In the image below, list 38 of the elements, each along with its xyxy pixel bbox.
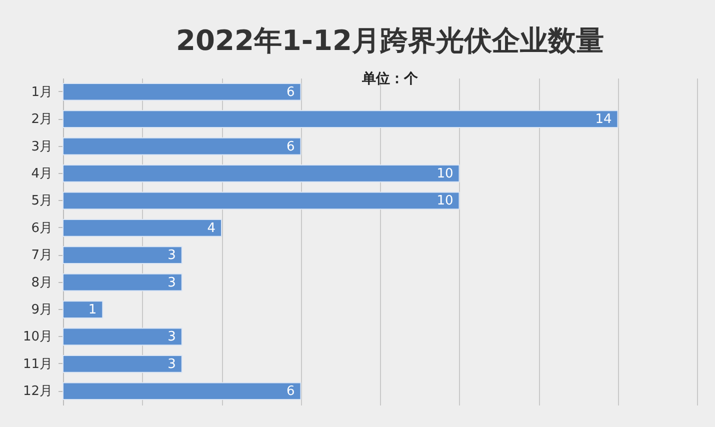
data-label: 3	[168, 248, 176, 264]
data-label: 6	[286, 384, 295, 400]
chart-title: 2022年1-12月跨界光伏企业数量	[176, 24, 604, 57]
bar	[62, 328, 182, 346]
data-label: 10	[436, 166, 454, 182]
bar	[62, 110, 618, 128]
bar	[62, 273, 182, 292]
data-label: 10	[436, 194, 454, 209]
bar	[62, 137, 302, 156]
chart-subtitle: 单位：个	[361, 71, 419, 87]
y-tick-label: 10月	[22, 330, 52, 345]
bar	[62, 354, 182, 373]
y-tick-label: 5月	[31, 194, 52, 209]
y-tick-label: 3月	[31, 139, 52, 154]
y-tick-label: 9月	[31, 302, 52, 318]
data-label: 4	[207, 220, 216, 236]
bar	[62, 192, 460, 210]
data-label: 1	[88, 302, 97, 318]
y-tick-label: 8月	[31, 275, 52, 290]
data-label: 6	[286, 139, 295, 154]
y-tick-label: 7月	[31, 248, 52, 264]
data-label: 3	[168, 356, 176, 372]
bar	[62, 218, 222, 237]
bar	[62, 246, 182, 264]
bar	[62, 382, 302, 400]
y-tick-label: 4月	[31, 166, 52, 182]
data-label: 3	[168, 275, 176, 290]
data-label: 14	[595, 112, 612, 128]
bar	[62, 164, 460, 182]
y-tick-label: 1月	[31, 84, 52, 100]
y-tick-label: 2月	[31, 112, 52, 128]
y-tick-label: 6月	[31, 220, 52, 236]
y-tick-label: 12月	[22, 384, 52, 400]
bar	[62, 82, 302, 101]
bar	[62, 300, 104, 318]
data-label: 6	[286, 84, 295, 100]
data-label: 3	[168, 330, 176, 345]
y-tick-label: 11月	[22, 356, 52, 372]
